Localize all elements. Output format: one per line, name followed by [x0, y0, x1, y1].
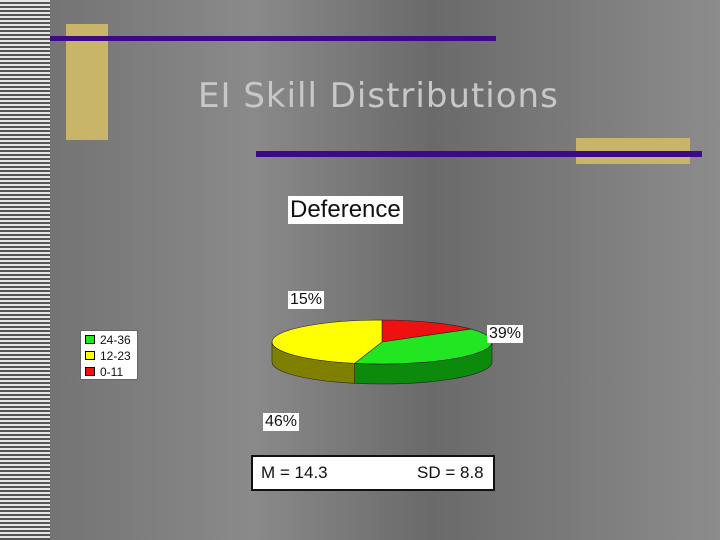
- purple-rule-bottom: [256, 151, 702, 157]
- mean-value: M = 14.3: [261, 463, 328, 482]
- legend-label: 0-11: [100, 364, 124, 379]
- pie-slice-12-23: [271, 319, 383, 364]
- purple-rule-top: [50, 36, 496, 41]
- tan-accent-block-top: [66, 24, 108, 140]
- chart-legend: 24-36 12-23 0-11: [80, 330, 138, 380]
- pie-chart: [271, 319, 493, 385]
- legend-swatch-green: [85, 335, 95, 344]
- legend-label: 24-36: [100, 332, 131, 347]
- pie-slice-0-11: [381, 319, 472, 343]
- legend-label: 12-23: [100, 348, 131, 363]
- chart-title: Deference: [288, 196, 403, 224]
- legend-item-0-11: 0-11: [81, 364, 137, 379]
- pct-label-0-11: 15%: [288, 291, 325, 309]
- slide-title: EI Skill Distributions: [198, 76, 559, 116]
- legend-item-24-36: 24-36: [81, 332, 137, 347]
- legend-swatch-red: [85, 367, 95, 376]
- legend-swatch-yellow: [85, 351, 95, 360]
- legend-item-12-23: 12-23: [81, 348, 137, 363]
- stats-box: M = 14.3 SD = 8.8: [251, 455, 495, 491]
- pie-slice-24-36: [353, 328, 493, 365]
- pct-label-24-36: 39%: [487, 325, 524, 343]
- sd-value: SD = 8.8: [417, 463, 484, 482]
- striped-side-bar: [0, 0, 50, 540]
- pct-label-12-23: 46%: [263, 413, 300, 431]
